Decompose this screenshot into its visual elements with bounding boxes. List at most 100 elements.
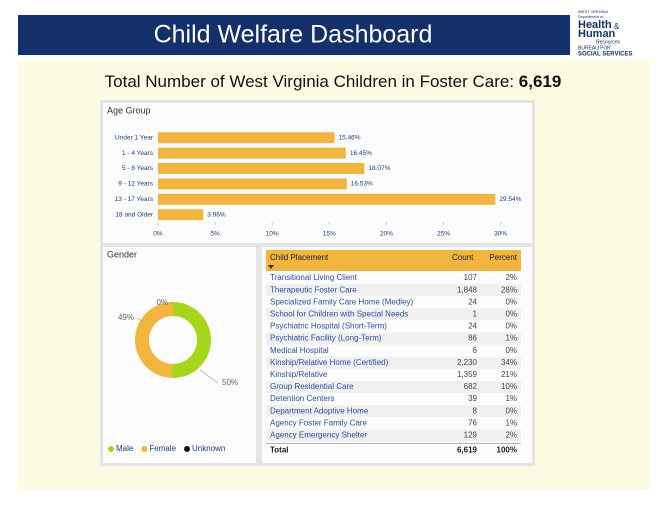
legend-label: Female	[149, 444, 176, 453]
logo-text: Resources	[596, 39, 620, 45]
table-row-bg	[266, 405, 521, 418]
leader-line	[136, 317, 144, 323]
table-cell: 682	[464, 382, 478, 391]
table-header: Count	[452, 253, 474, 262]
logo: WEST VIRGINIA Department of Health & Hum…	[578, 9, 632, 58]
table-cell: Detention Centers	[270, 394, 334, 403]
data-label: 50%	[222, 378, 238, 387]
gender-panel	[103, 247, 256, 463]
y-tick-label: 13 - 17 Years	[115, 196, 154, 203]
data-label: 0%	[156, 298, 168, 307]
y-tick-label: 18 and Older	[115, 211, 153, 218]
data-label: 3.96%	[207, 211, 226, 218]
x-tick-label: 5%	[210, 231, 220, 238]
table-cell: 21%	[501, 370, 517, 379]
table-row-bg	[266, 380, 521, 393]
table-total: 100%	[497, 446, 517, 455]
donut-slice	[171, 302, 212, 379]
table-cell: 0%	[505, 322, 517, 331]
table-cell: 1,359	[457, 370, 478, 379]
table-row-bg	[266, 284, 521, 297]
logo-text: &	[614, 22, 620, 31]
table-row-bg	[266, 332, 521, 345]
bar	[158, 193, 496, 205]
table-cell: 107	[464, 273, 478, 282]
table-cell: 2%	[505, 430, 517, 439]
bar	[158, 178, 347, 190]
table-cell: Agency Emergency Shelter	[270, 430, 367, 439]
table-cell: 86	[468, 334, 477, 343]
table-cell: 1%	[505, 418, 517, 427]
table-cell: 0%	[505, 297, 517, 306]
chart-title: Gender	[107, 249, 137, 259]
table-header: Child Placement	[270, 253, 329, 262]
logo-text: BUREAU FOR	[578, 45, 611, 51]
table-cell: Kinship/Relative	[270, 370, 328, 379]
table-cell: Kinship/Relative Home (Certified)	[270, 358, 389, 367]
chart-title: Age Group	[107, 105, 151, 115]
logo-text: SOCIAL SERVICES	[578, 52, 632, 58]
bar	[158, 163, 365, 174]
x-tick-label: 15%	[323, 231, 336, 238]
header-title: Child Welfare Dashboard	[154, 21, 433, 49]
y-tick-label: 9 - 12 Years	[118, 181, 153, 188]
table-cell: Therapeutic Foster Care	[270, 285, 357, 294]
bar	[158, 147, 346, 159]
table-cell: 1%	[505, 394, 517, 403]
x-tick-label: 25%	[437, 231, 450, 238]
x-tick-label: 20%	[380, 231, 393, 238]
leader-line	[199, 369, 219, 384]
table-cell: 28%	[501, 285, 517, 294]
x-tick-label: 10%	[266, 231, 279, 238]
table-cell: 6	[473, 346, 478, 355]
table-cell: 0%	[505, 309, 517, 318]
table-cell: Agency Foster Family Care	[270, 418, 367, 427]
bar	[158, 209, 204, 221]
table-cell: 129	[464, 430, 478, 439]
table-cell: Psychiatric Facility (Long-Term)	[270, 334, 382, 343]
logo-text: Department of	[578, 14, 604, 19]
header-bar	[18, 15, 570, 55]
data-label: 29.54%	[499, 196, 521, 203]
y-tick-label: Under 1 Year	[115, 134, 154, 141]
donut-slice	[135, 302, 173, 378]
table-cell: 2,230	[457, 358, 478, 367]
table-cell: Specialized Family Care Home (Medley)	[270, 297, 413, 306]
bar	[158, 132, 335, 144]
summary-label: Total Number of West Virginia Children i…	[105, 72, 519, 91]
summary: Total Number of West Virginia Children i…	[105, 72, 562, 91]
table-cell: 0%	[505, 406, 517, 415]
legend-swatch	[141, 446, 148, 452]
table-total: 6,619	[457, 446, 478, 455]
table-cell: 34%	[501, 358, 517, 367]
table-cell: 2%	[505, 273, 517, 282]
table-cell: 24	[468, 297, 477, 306]
data-label: 49%	[118, 313, 134, 322]
table-cell: Medical Hospital	[270, 346, 329, 355]
x-tick-label: 30%	[494, 231, 507, 238]
table-cell: 1%	[505, 334, 517, 343]
summary-value: 6,619	[519, 72, 562, 91]
table-cell: 24	[468, 322, 477, 331]
logo-text: WEST VIRGINIA	[578, 9, 608, 14]
table-cell: 76	[468, 418, 477, 427]
table-header-bg	[266, 250, 521, 271]
data-label: 18.07%	[368, 165, 390, 172]
y-tick-label: 5 - 8 Years	[122, 165, 154, 172]
table-row-bg	[266, 356, 521, 369]
logo-text: Human	[578, 28, 616, 40]
legend-swatch	[108, 446, 114, 452]
table-cell: Group Residential Care	[270, 382, 354, 391]
legend-label: Unknown	[192, 444, 225, 453]
data-label: 16.45%	[350, 150, 372, 157]
data-label: 15.46%	[339, 134, 361, 141]
table-cell: Department Adoptive Home	[270, 406, 369, 415]
table-row-bg	[266, 308, 521, 321]
table-cell: 10%	[501, 382, 517, 391]
table-cell: School for Children with Special Needs	[270, 309, 408, 318]
table-cell: 39	[468, 394, 477, 403]
table-total: Total	[270, 446, 289, 455]
table-row-bg	[266, 429, 521, 442]
x-tick-label: 0%	[153, 231, 163, 238]
